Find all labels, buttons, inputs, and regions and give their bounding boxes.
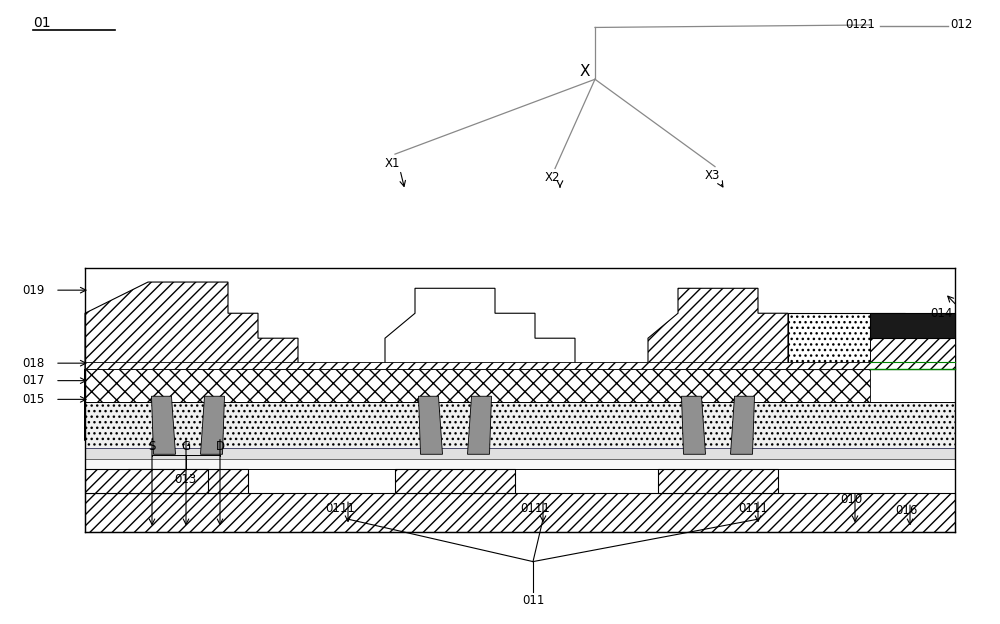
Polygon shape	[788, 313, 955, 369]
Text: 017: 017	[22, 374, 44, 387]
Text: 012: 012	[950, 19, 972, 31]
Text: X3: X3	[705, 170, 720, 182]
Bar	[85, 493, 955, 532]
Polygon shape	[682, 396, 706, 454]
Bar	[85, 362, 955, 369]
Polygon shape	[152, 396, 176, 454]
Bar	[870, 338, 955, 362]
Bar	[85, 448, 955, 459]
Bar	[658, 469, 778, 493]
Polygon shape	[468, 396, 492, 454]
Text: 0121: 0121	[845, 19, 875, 31]
Text: 015: 015	[22, 393, 44, 406]
Text: 01: 01	[33, 16, 51, 30]
Text: 013: 013	[174, 473, 196, 485]
Text: 0111: 0111	[520, 502, 550, 515]
Bar	[870, 313, 955, 338]
Bar	[395, 469, 515, 493]
Text: S: S	[148, 440, 156, 452]
Text: 016: 016	[895, 504, 917, 517]
Polygon shape	[730, 396, 755, 454]
Text: D: D	[215, 440, 225, 452]
Text: X2: X2	[545, 172, 560, 184]
Text: 018: 018	[22, 357, 44, 369]
Text: 010: 010	[840, 493, 862, 505]
Text: 014: 014	[930, 308, 952, 320]
Polygon shape	[200, 396, 224, 454]
Polygon shape	[85, 282, 298, 441]
Bar	[85, 369, 870, 402]
Text: X1: X1	[385, 157, 400, 170]
Polygon shape	[418, 396, 442, 454]
Text: 019: 019	[22, 284, 44, 296]
Polygon shape	[648, 288, 788, 369]
Text: G: G	[181, 440, 191, 452]
Text: 011: 011	[522, 594, 544, 607]
Bar	[85, 469, 208, 493]
Text: 0111: 0111	[738, 502, 768, 515]
Text: 0111: 0111	[325, 502, 355, 515]
Bar	[85, 459, 955, 469]
Text: X: X	[580, 64, 590, 79]
Bar	[128, 469, 248, 493]
Polygon shape	[385, 288, 575, 369]
Bar	[85, 402, 955, 448]
